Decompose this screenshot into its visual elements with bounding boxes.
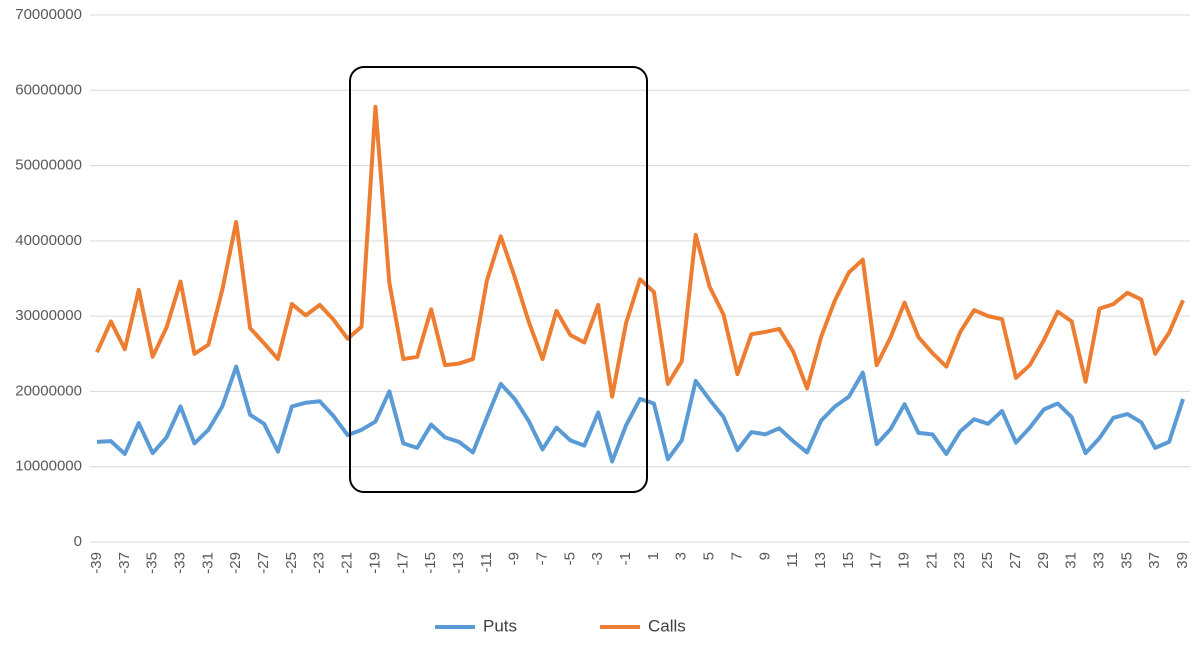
- x-tick-label: -27: [255, 552, 272, 574]
- x-tick-label: -33: [171, 552, 188, 574]
- x-tick-label: 39: [1174, 552, 1191, 569]
- x-tick-label: 17: [868, 552, 885, 569]
- x-tick-label: 23: [951, 552, 968, 569]
- x-tick-label: -37: [116, 552, 133, 574]
- y-tick-label: 10000000: [15, 458, 82, 475]
- series-line: [95, 104, 1185, 399]
- x-tick-label: 21: [923, 552, 940, 569]
- x-tick-label: -29: [227, 552, 244, 574]
- x-tick-label: 13: [812, 552, 829, 569]
- y-tick-label: 0: [74, 533, 82, 550]
- x-tick-label: -25: [283, 552, 300, 574]
- x-tick-label: 1: [645, 552, 662, 560]
- x-tick-label: -35: [144, 552, 161, 574]
- x-tick-label: 25: [979, 552, 996, 569]
- x-tick-label: 5: [701, 552, 718, 560]
- y-tick-label: 60000000: [15, 81, 82, 98]
- y-tick-label: 40000000: [15, 232, 82, 249]
- x-tick-label: 29: [1035, 552, 1052, 569]
- legend-label: Calls: [648, 616, 686, 635]
- x-tick-label: -23: [311, 552, 328, 574]
- x-tick-label: 7: [728, 552, 745, 560]
- x-tick-label: 27: [1007, 552, 1024, 569]
- x-tick-label: 33: [1090, 552, 1107, 569]
- highlight-box: [349, 66, 648, 493]
- x-tick-label: 11: [784, 552, 801, 568]
- x-tick-label: 15: [840, 552, 857, 569]
- series-line: [96, 364, 1185, 464]
- x-tick-label: -17: [394, 552, 411, 574]
- x-tick-label: -19: [366, 552, 383, 574]
- x-tick-label: -7: [534, 552, 551, 565]
- x-tick-label: 9: [756, 552, 773, 560]
- x-tick-label: 3: [673, 552, 690, 560]
- x-tick-label: -1: [617, 552, 634, 565]
- y-tick-label: 20000000: [15, 382, 82, 399]
- x-tick-label: -5: [561, 552, 578, 565]
- y-tick-label: 30000000: [15, 307, 82, 324]
- x-tick-label: 37: [1146, 552, 1163, 569]
- x-tick-label: 31: [1063, 552, 1080, 569]
- y-tick-label: 50000000: [15, 157, 82, 174]
- x-tick-label: -31: [199, 552, 216, 574]
- x-tick-label: -15: [422, 552, 439, 574]
- x-tick-label: -11: [478, 552, 495, 573]
- x-tick-label: -21: [339, 552, 356, 574]
- x-tick-label: -13: [450, 552, 467, 574]
- x-tick-label: 19: [896, 552, 913, 569]
- x-tick-label: -9: [506, 552, 523, 565]
- x-tick-label: -3: [589, 552, 606, 565]
- legend-label: Puts: [483, 616, 517, 635]
- x-tick-label: 35: [1118, 552, 1135, 569]
- y-tick-label: 70000000: [15, 6, 82, 23]
- x-tick-label: -39: [88, 552, 105, 574]
